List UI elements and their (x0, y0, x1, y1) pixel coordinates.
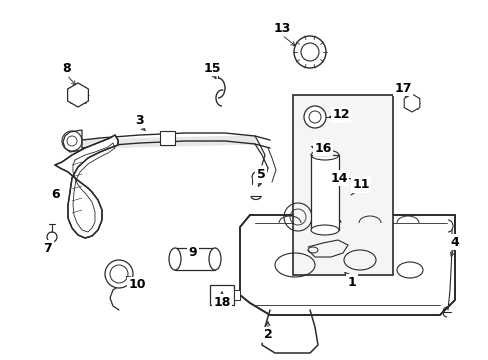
Text: 16: 16 (314, 141, 331, 154)
Ellipse shape (310, 225, 338, 235)
Polygon shape (82, 136, 254, 148)
Bar (234, 290, 240, 300)
Text: 12: 12 (331, 108, 349, 122)
Text: 8: 8 (62, 62, 71, 75)
Bar (175, 248, 215, 270)
Text: 5: 5 (256, 168, 265, 181)
Text: 6: 6 (52, 189, 60, 202)
Polygon shape (404, 94, 419, 112)
Text: 13: 13 (273, 22, 290, 35)
Polygon shape (55, 135, 118, 238)
Ellipse shape (105, 260, 133, 288)
Polygon shape (63, 130, 82, 152)
Bar (310, 155, 338, 230)
Text: 2: 2 (263, 328, 272, 342)
Text: 11: 11 (351, 179, 369, 192)
Text: 1: 1 (347, 275, 356, 288)
Text: 18: 18 (213, 296, 230, 309)
Circle shape (304, 106, 325, 128)
Bar (160, 131, 175, 145)
Text: 15: 15 (203, 62, 220, 75)
Text: 4: 4 (450, 235, 458, 248)
Ellipse shape (208, 248, 221, 270)
Text: 9: 9 (188, 246, 197, 258)
Polygon shape (240, 215, 454, 315)
Bar (209, 285, 234, 305)
Text: 14: 14 (329, 171, 347, 184)
Text: 7: 7 (43, 242, 52, 255)
Text: 17: 17 (393, 81, 411, 94)
Ellipse shape (169, 248, 181, 270)
Bar (292, 95, 392, 275)
Text: 10: 10 (128, 279, 145, 292)
Text: 3: 3 (134, 113, 143, 126)
Polygon shape (67, 83, 88, 107)
